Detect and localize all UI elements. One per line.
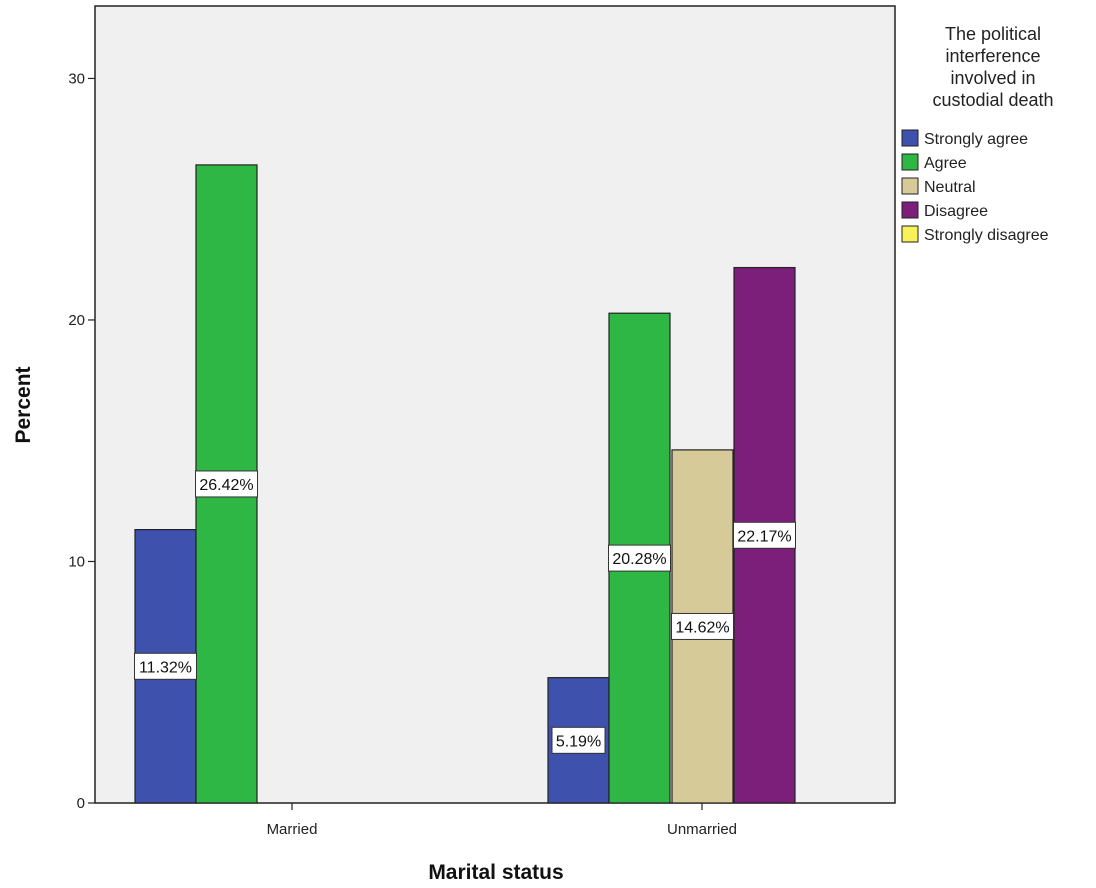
data-label-text: 22.17% bbox=[737, 528, 791, 545]
data-label-text: 26.42% bbox=[199, 477, 253, 494]
legend-title-line: interference bbox=[945, 46, 1040, 66]
data-label-box bbox=[733, 521, 796, 549]
legend-swatch bbox=[901, 129, 919, 147]
legend-label: Agree bbox=[924, 155, 967, 172]
x-axis-title: Marital status bbox=[428, 861, 563, 884]
data-label-text: 11.32% bbox=[139, 659, 192, 676]
data-label-text: 14.62% bbox=[675, 619, 729, 636]
data-label: 20.28% bbox=[608, 544, 671, 572]
legend-item: Disagree bbox=[901, 201, 988, 220]
legend-label: Disagree bbox=[924, 203, 988, 220]
legend-label: Strongly agree bbox=[924, 131, 1028, 148]
data-labels: 11.32% 5.19% 26.42% 20.28% 14.62% 22.17% bbox=[134, 470, 796, 754]
data-label: 11.32% bbox=[134, 652, 197, 680]
y-axis-title: Percent bbox=[12, 366, 35, 443]
y-tick-label: 0 bbox=[77, 795, 85, 812]
legend-swatch bbox=[901, 177, 919, 195]
data-label-box bbox=[608, 544, 671, 572]
y-tick-label: 10 bbox=[68, 553, 85, 570]
y-tick-label: 30 bbox=[68, 70, 85, 87]
legend-item: Neutral bbox=[901, 177, 976, 196]
legend-label: Strongly disagree bbox=[924, 227, 1049, 244]
data-label-text: 20.28% bbox=[612, 551, 666, 568]
y-axis: 0 10 20 30 bbox=[68, 70, 95, 812]
x-axis: Married Unmarried bbox=[267, 803, 737, 838]
data-label: 14.62% bbox=[671, 612, 734, 640]
legend-title-line: custodial death bbox=[932, 90, 1053, 110]
x-category-label: Married bbox=[267, 821, 318, 838]
data-label: 26.42% bbox=[195, 470, 258, 498]
data-label: 5.19% bbox=[551, 726, 606, 754]
data-label-text: 5.19% bbox=[556, 733, 601, 750]
legend-item: Strongly agree bbox=[901, 129, 1028, 148]
data-label-box bbox=[551, 726, 606, 754]
legend-swatch bbox=[901, 153, 919, 171]
data-label: 22.17% bbox=[733, 521, 796, 549]
legend-item: Strongly disagree bbox=[901, 225, 1049, 244]
data-label-box bbox=[195, 470, 258, 498]
data-label-box bbox=[671, 612, 734, 640]
y-tick-label: 20 bbox=[68, 312, 85, 329]
data-label-box bbox=[134, 652, 197, 680]
legend-label: Neutral bbox=[924, 179, 976, 196]
legend-title-line: The political bbox=[945, 24, 1041, 44]
legend-item: Agree bbox=[901, 153, 967, 172]
legend-title-line: involved in bbox=[950, 68, 1035, 88]
legend-swatch bbox=[901, 225, 919, 243]
x-category-label: Unmarried bbox=[667, 821, 737, 838]
legend-swatch bbox=[901, 201, 919, 219]
